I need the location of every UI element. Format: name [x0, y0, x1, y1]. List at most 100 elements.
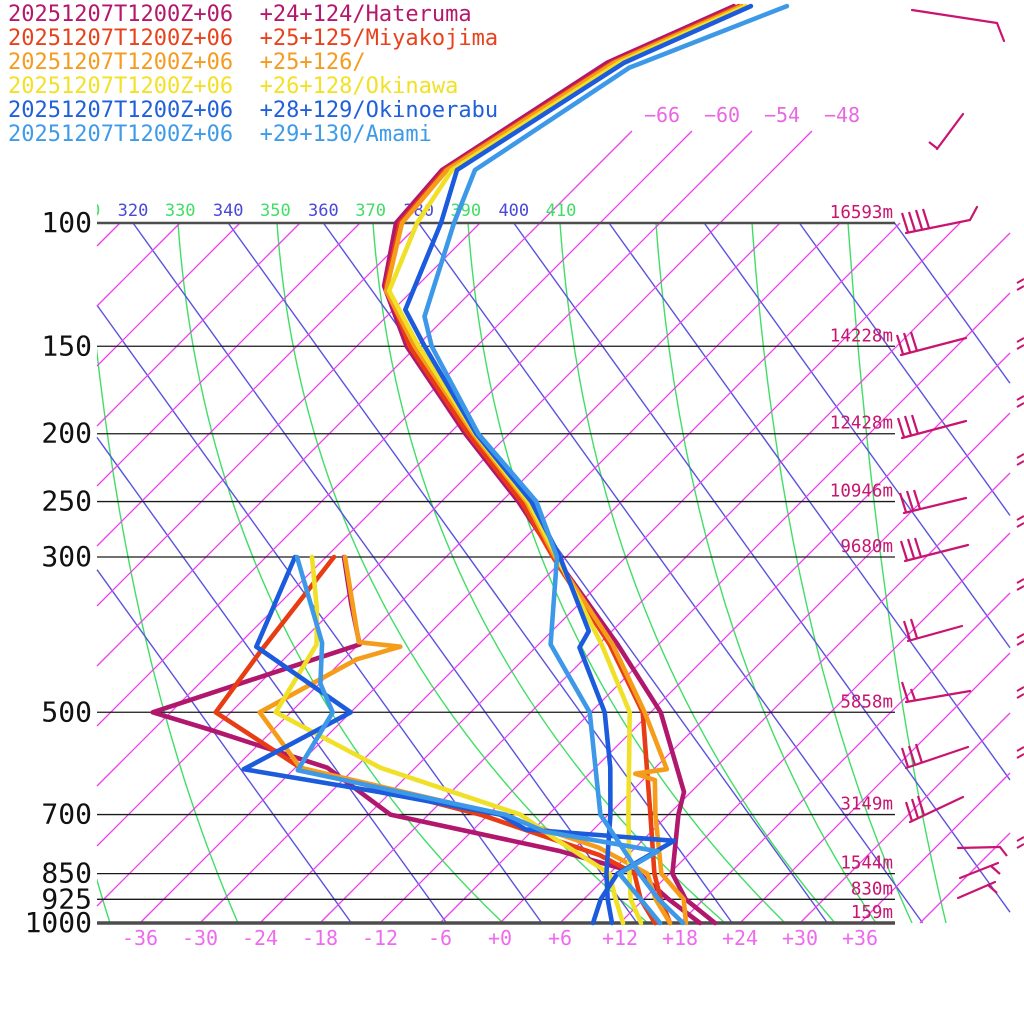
sounding-dewpoint-hateruma — [150, 554, 703, 926]
dry-adiabat-line — [96, 437, 448, 924]
isotherm-line — [96, 222, 301, 427]
barb-feather — [896, 417, 906, 438]
legend-line-hateruma: 20251207T1200Z+06 +24+124/Hateruma — [8, 2, 472, 27]
barb-300hpa — [899, 537, 970, 563]
barb-tick — [987, 884, 998, 894]
barb-200hpa — [896, 414, 968, 440]
barb-feather — [909, 618, 919, 639]
height-label-150: 14228m — [830, 326, 893, 346]
pressure-label-200: 200 — [41, 417, 92, 450]
height-label-500: 5858m — [840, 692, 893, 712]
temp-axis-label: +0 — [488, 926, 512, 950]
dry-adiabat-line — [96, 304, 543, 924]
barb-feather — [903, 415, 913, 436]
edge-barb-fragment — [1016, 836, 1024, 842]
barb-feather — [895, 334, 905, 355]
edge-barb-fragment — [1016, 395, 1024, 401]
isotherm-line — [96, 130, 693, 727]
barb-feather — [904, 801, 914, 822]
height-label-300: 9680m — [840, 537, 893, 557]
barb-feather — [914, 209, 924, 230]
barb-feather — [907, 745, 917, 766]
barb-staff — [908, 795, 965, 824]
barb-925hpa — [958, 861, 1001, 880]
temp-axis-label: -18 — [302, 926, 338, 950]
barb-feather — [902, 332, 912, 353]
temp-axis-label: -6 — [428, 926, 452, 950]
barb-tick — [990, 865, 1001, 875]
edge-barb-fragment — [1016, 402, 1024, 408]
isotherm-line — [96, 222, 781, 907]
barb-150hpa — [895, 331, 968, 357]
temp-axis-label: +6 — [548, 926, 572, 950]
edge-barb-fragment — [1016, 278, 1024, 284]
pressure-label-700: 700 — [41, 798, 92, 831]
pressure-label-850: 850 — [41, 857, 92, 890]
pressure-label-1000: 1000 — [25, 906, 92, 939]
barb-500hpa — [900, 681, 972, 704]
moist-adiabat-line — [276, 223, 649, 923]
sounding-temperature-okinoerabu — [402, 3, 754, 926]
station-legend: 20251207T1200Z+06 +24+124/Hateruma 20251… — [8, 2, 498, 147]
barb-staff — [958, 861, 1000, 880]
legend-line-okinoerabu: 20251207T1200Z+06 +28+129/Okinoerabu — [8, 98, 498, 123]
pressure-label-300: 300 — [41, 540, 92, 573]
temp-axis-label: -30 — [182, 926, 218, 950]
dry-adiabat-line — [513, 222, 1011, 913]
temp-axis-label: -24 — [242, 926, 278, 950]
isotherm-line — [859, 772, 1011, 924]
isotherm-grid — [96, 130, 1011, 924]
isotherm-line — [679, 592, 1011, 924]
sounding-dewpoint-miyakojima — [213, 554, 658, 926]
barb-staff — [904, 205, 979, 235]
barb-feather — [898, 492, 908, 513]
theta-label: 320 — [118, 201, 149, 221]
edge-barb-fragment — [1016, 285, 1024, 291]
theta-e-label: 370 — [355, 201, 386, 221]
barb-feather — [912, 489, 922, 510]
dry-adiabat-line — [703, 222, 1011, 649]
isotherm-line — [379, 292, 1011, 924]
dry-adiabat-line — [132, 222, 638, 924]
isotherm-line — [96, 130, 813, 847]
sounding-dewpoint-amami — [294, 554, 663, 926]
barb-feather — [913, 537, 923, 558]
barb-400hpa — [902, 618, 964, 643]
temp-axis-label: +18 — [662, 926, 698, 950]
moist-adiabat-line — [97, 346, 239, 923]
isotherm-line — [199, 222, 901, 924]
height-label-200: 12428m — [830, 414, 893, 434]
edge-barb-fragment — [1016, 843, 1024, 849]
moist-adiabat-line — [559, 223, 836, 923]
isotherm-line — [319, 232, 1011, 924]
isotherm-line — [96, 222, 241, 367]
isotherm-line — [96, 222, 121, 247]
barb-feather — [902, 620, 912, 641]
dry-adiabat-line — [894, 222, 1011, 384]
barb-1000hpa — [956, 880, 998, 900]
barb-staff — [899, 336, 968, 357]
barb-staff — [902, 496, 968, 515]
barb-700hpa — [904, 795, 965, 824]
height-label-1000: 159m — [851, 903, 893, 923]
barb-feather — [900, 681, 910, 702]
dry-adiabat-line — [798, 222, 1011, 516]
temp-axis-label: +30 — [782, 926, 818, 950]
isotherm-line — [799, 712, 1011, 924]
wind-barb-column — [895, 8, 1024, 900]
barb-feather — [914, 743, 924, 764]
theta-label: 400 — [498, 201, 529, 221]
height-label-925: 830m — [851, 879, 893, 899]
barb-staff — [903, 543, 970, 563]
temp-axis-label: -12 — [362, 926, 398, 950]
moist-adiabat-line — [655, 223, 877, 923]
theta-e-label: 330 — [165, 201, 196, 221]
barb-feather — [906, 538, 916, 559]
barb-feather — [899, 540, 909, 561]
barb-feather — [909, 331, 919, 352]
barb-staff — [935, 112, 965, 151]
barb-100hpa — [900, 205, 979, 235]
isotherm-line — [96, 222, 481, 607]
pressure-label-250: 250 — [41, 485, 92, 518]
